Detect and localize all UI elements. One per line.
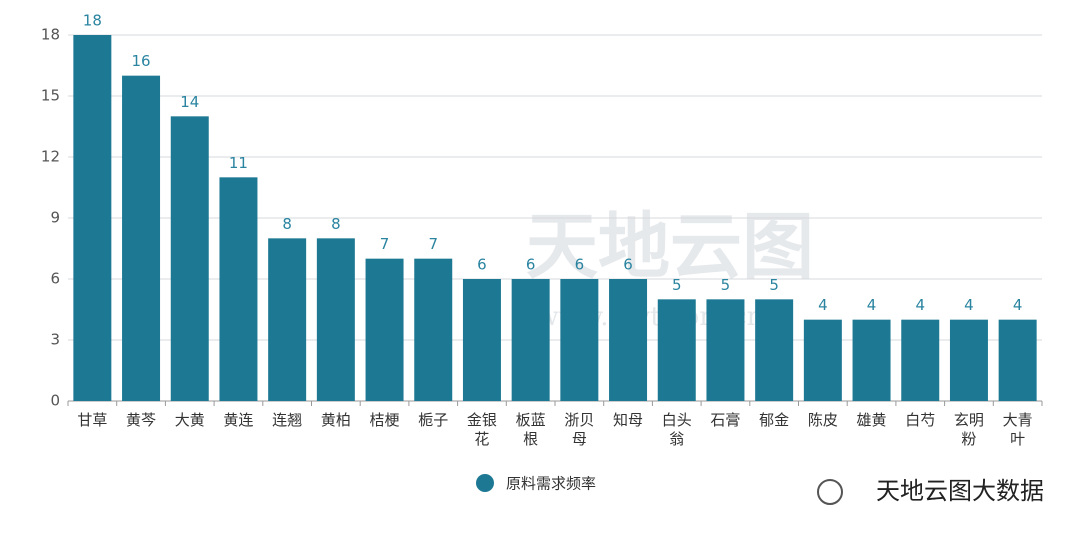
y-tick-label: 6 [50, 270, 60, 288]
bar [170, 116, 209, 401]
bar [219, 177, 258, 401]
y-tick-label: 18 [41, 26, 60, 44]
bar [949, 319, 988, 401]
x-tick-label: 陈皮 [807, 411, 838, 429]
y-tick-label: 0 [50, 392, 60, 410]
bar [511, 279, 550, 401]
bar [462, 279, 501, 401]
x-tick-label: 大青叶 [1002, 411, 1033, 448]
bar [73, 35, 112, 401]
data-label: 18 [83, 12, 102, 30]
bar [852, 319, 891, 401]
bar [657, 299, 696, 401]
x-tick-label: 板蓝根 [515, 411, 546, 448]
watermark-corner: 天地云图大数据 [876, 477, 1044, 505]
data-label: 6 [526, 256, 536, 274]
data-label: 4 [915, 296, 925, 314]
bar [268, 238, 307, 401]
wechat-icon [817, 479, 843, 505]
data-label: 4 [1013, 296, 1023, 314]
x-tick-label: 大黄 [174, 411, 205, 429]
data-label: 7 [380, 235, 390, 253]
data-label: 4 [964, 296, 974, 314]
data-label: 11 [229, 154, 248, 172]
data-label: 8 [282, 215, 292, 233]
y-tick-label: 12 [41, 148, 60, 166]
x-tick-label: 金银花 [466, 411, 497, 448]
x-tick-label: 白头翁 [661, 411, 692, 448]
y-tick-label: 3 [50, 331, 60, 349]
bar [316, 238, 355, 401]
watermark-center: 天地云图 [526, 205, 814, 289]
bar [706, 299, 745, 401]
x-tick-label: 黄柏 [320, 411, 351, 429]
x-tick-label: 浙贝母 [564, 411, 595, 448]
x-tick-label: 知母 [613, 411, 644, 429]
y-tick-label: 9 [50, 209, 60, 227]
bar [365, 258, 404, 401]
data-label: 6 [477, 256, 487, 274]
x-tick-label: 甘草 [77, 411, 108, 429]
bar [901, 319, 940, 401]
x-tick-label: 黄芩 [126, 411, 157, 429]
bar [609, 279, 648, 401]
bar [755, 299, 794, 401]
data-label: 16 [132, 52, 151, 70]
data-label: 4 [818, 296, 828, 314]
legend-marker [476, 474, 494, 492]
bar [803, 319, 842, 401]
y-tick-label: 15 [41, 87, 60, 105]
x-tick-label: 桔梗 [369, 411, 400, 429]
data-label: 6 [623, 256, 633, 274]
x-tick-label: 玄明粉 [953, 411, 984, 448]
data-label: 8 [331, 215, 341, 233]
bar [122, 75, 161, 402]
bar [998, 319, 1037, 401]
x-tick-label: 白芍 [905, 411, 936, 429]
x-tick-label: 连翘 [272, 411, 303, 429]
x-tick-label: 石膏 [710, 411, 741, 429]
bar [414, 258, 453, 401]
data-label: 7 [428, 235, 438, 253]
data-label: 14 [180, 93, 199, 111]
x-tick-label: 栀子 [418, 411, 449, 429]
legend-label: 原料需求频率 [506, 475, 596, 493]
data-label: 4 [867, 296, 877, 314]
x-tick-label: 黄连 [223, 411, 254, 429]
data-label: 5 [672, 276, 682, 294]
data-label: 6 [575, 256, 585, 274]
data-label: 5 [769, 276, 779, 294]
data-label: 5 [721, 276, 731, 294]
x-tick-label: 雄黄 [856, 411, 887, 429]
x-tick-label: 郁金 [759, 411, 790, 429]
bar [560, 279, 599, 401]
